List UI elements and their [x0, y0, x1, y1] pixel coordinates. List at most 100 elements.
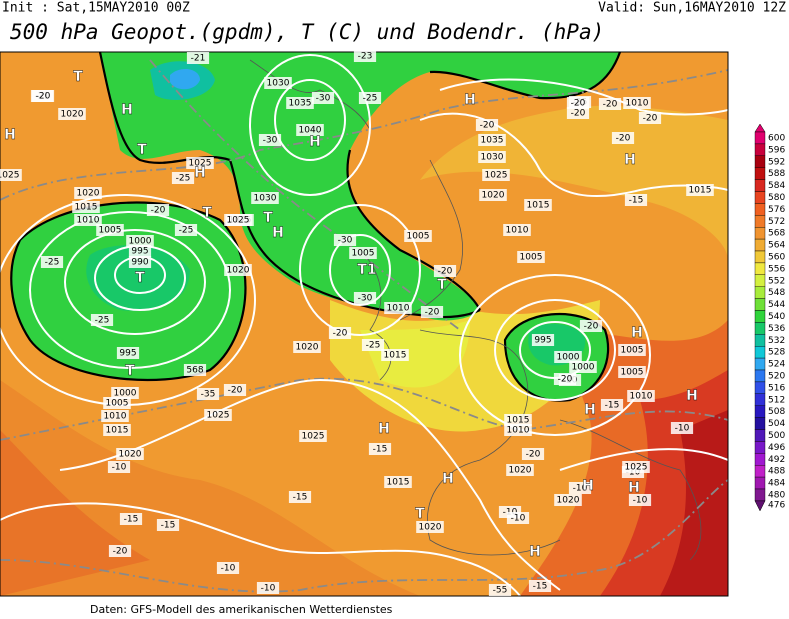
geopotential-contours	[10, 52, 622, 402]
colorbar-label: 592	[768, 157, 785, 167]
colorbar-label: 576	[768, 205, 785, 215]
contour-label: -25	[176, 174, 191, 184]
pressure-center: T	[437, 277, 447, 293]
pressure-center: H	[624, 152, 636, 168]
label-box	[384, 302, 412, 314]
label-box	[31, 90, 55, 102]
colorbar-label: 516	[768, 383, 785, 393]
contour-label: 990	[131, 258, 148, 268]
colorbar-cap	[754, 500, 766, 512]
label-box	[58, 108, 86, 120]
colorbar-label: 544	[768, 300, 785, 310]
colorbar-swatch	[754, 238, 766, 252]
label-box	[433, 265, 457, 277]
label-box	[384, 476, 412, 488]
colorbar-label: 480	[768, 491, 785, 501]
contour-label: -15	[161, 521, 176, 531]
label-box	[72, 201, 100, 213]
label-box	[568, 482, 592, 494]
colorbar-swatch	[754, 465, 766, 478]
label-box	[74, 214, 102, 226]
contour-label: -21	[191, 54, 206, 64]
pressure-center: T1	[357, 262, 376, 278]
label-box	[156, 519, 180, 531]
contour-label: 995	[534, 336, 551, 346]
contour-label: -15	[533, 582, 548, 592]
colorbar-swatch	[754, 441, 766, 454]
colorbar-swatch	[754, 143, 766, 156]
label-box	[288, 491, 312, 503]
contour-label: -55	[493, 586, 508, 596]
colorbar-label: 540	[768, 312, 785, 322]
contour-label: 1015	[384, 351, 407, 361]
label-box	[119, 513, 143, 525]
pressure-center: T	[73, 69, 83, 85]
colorbar-swatch	[754, 346, 766, 359]
label-box	[196, 388, 220, 400]
contour-label: -25	[179, 226, 194, 236]
label-box	[0, 169, 22, 181]
label-box	[638, 112, 662, 124]
contour-label: 1020	[482, 191, 505, 201]
label-box	[554, 351, 582, 363]
label-box	[107, 461, 131, 473]
colorbar-label: 536	[768, 324, 785, 334]
colorbar-swatch	[754, 357, 766, 371]
colorbar-swatch	[754, 322, 766, 335]
contour-label: -10	[112, 463, 127, 473]
contour-label: 1020	[227, 266, 250, 276]
label-box	[311, 92, 335, 104]
pressure-center: H	[529, 544, 541, 560]
contour-label: 1010	[630, 392, 653, 402]
contour-label: -30	[316, 94, 331, 104]
colorbar-label: 584	[768, 181, 785, 191]
pressure-center: H	[272, 225, 284, 241]
contour-label: 1035	[289, 99, 312, 109]
colorbar-swatch	[754, 191, 766, 204]
label-box	[528, 580, 552, 592]
label-box	[103, 424, 131, 436]
label-box	[579, 320, 603, 332]
label-box	[569, 361, 597, 373]
pressure-center: T	[135, 270, 145, 286]
label-box	[479, 189, 507, 201]
contour-label: -20	[113, 547, 128, 557]
contour-label: 1035	[481, 136, 504, 146]
data-source: Daten: GFS-Modell des amerikanischen Wet…	[90, 603, 393, 616]
valid-time: Valid: Sun,16MAY2010 12Z	[598, 1, 786, 16]
label-box	[116, 347, 140, 359]
label-box	[111, 387, 139, 399]
contour-label: 1000	[557, 353, 580, 363]
pressure-center: H	[442, 471, 454, 487]
colorbar-cap	[754, 123, 766, 133]
label-box	[349, 247, 377, 259]
contour-label: -20	[571, 109, 586, 119]
colorbar-label: 600	[768, 134, 785, 144]
label-box	[553, 373, 577, 385]
colorbar-swatch	[754, 286, 766, 299]
label-box	[353, 50, 377, 62]
contour-label: 1010	[77, 216, 100, 226]
colorbar-swatch	[754, 179, 766, 192]
label-box	[116, 448, 144, 460]
contour-label: 1015	[507, 416, 530, 426]
label-box	[101, 410, 129, 422]
colorbar-label: 596	[768, 145, 785, 155]
label-box	[186, 52, 210, 64]
pressure-center: H	[686, 388, 698, 404]
colorbar-swatch	[754, 226, 766, 240]
label-box	[416, 521, 444, 533]
contour-label: 1005	[621, 368, 644, 378]
label-box	[126, 235, 154, 247]
colorbar-label: 568	[768, 229, 785, 239]
contour-label: -20	[425, 308, 440, 318]
colorbar-label: 588	[768, 169, 785, 179]
contour-label: 1020	[119, 450, 142, 460]
pressure-center: T	[137, 142, 147, 158]
contour-label: -25	[366, 341, 381, 351]
contour-label: -20	[438, 267, 453, 277]
pressure-center: H	[4, 127, 16, 143]
